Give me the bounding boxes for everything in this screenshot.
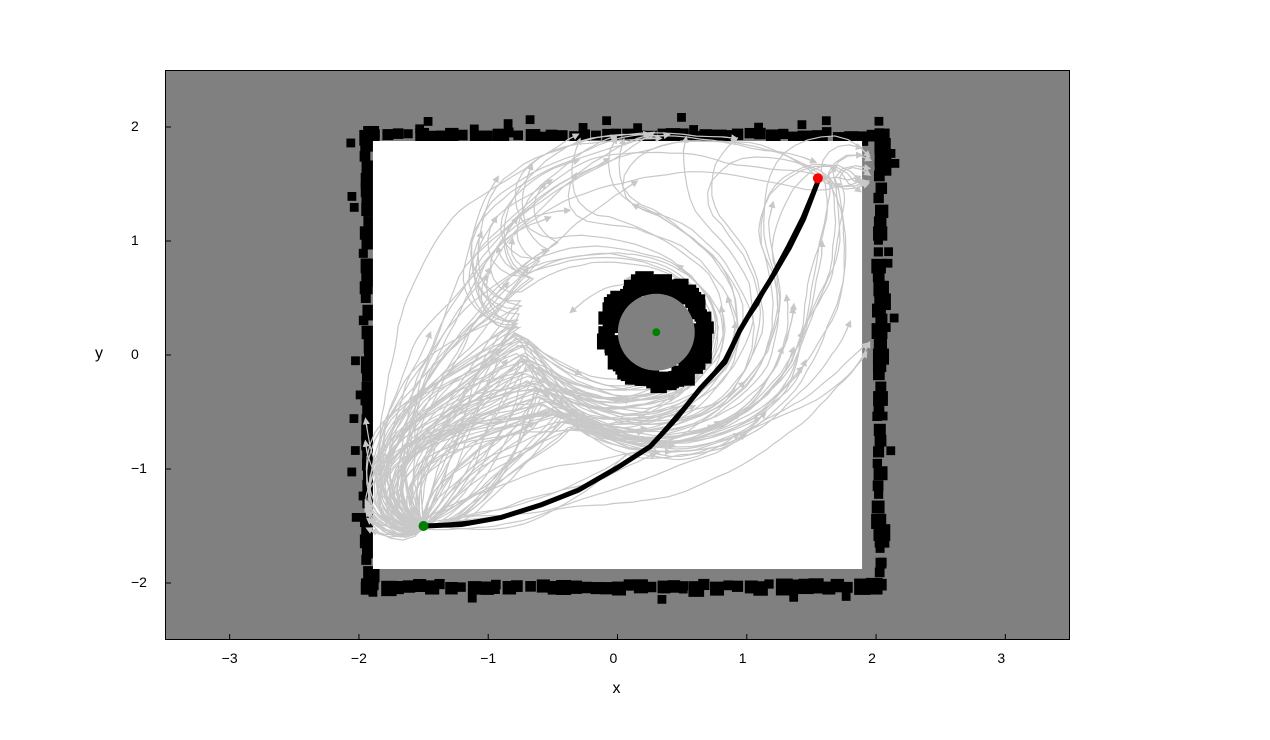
- x-tick-label: 3: [997, 650, 1005, 666]
- goal-marker: [813, 173, 823, 183]
- y-axis-label: y: [95, 345, 103, 363]
- x-axis-label: x: [613, 680, 621, 698]
- y-tick-label: −2: [131, 574, 153, 590]
- plot-area: [165, 70, 1070, 640]
- y-tick-label: 0: [131, 346, 153, 362]
- x-tick-label: −2: [351, 650, 367, 666]
- y-tick-label: 2: [131, 118, 153, 134]
- obstacle-center-marker: [652, 328, 660, 336]
- x-tick-label: 1: [739, 650, 747, 666]
- x-tick-label: −1: [480, 650, 496, 666]
- plot-svg: [165, 70, 1070, 640]
- start-marker: [419, 521, 429, 531]
- x-tick-label: 0: [610, 650, 618, 666]
- figure: −3 −2 −1 0 1 2 3 −2 −1 0 1 2 x y: [0, 0, 1270, 740]
- x-tick-label: 2: [868, 650, 876, 666]
- y-tick-label: −1: [131, 460, 153, 476]
- x-tick-label: −3: [222, 650, 238, 666]
- y-tick-label: 1: [131, 232, 153, 248]
